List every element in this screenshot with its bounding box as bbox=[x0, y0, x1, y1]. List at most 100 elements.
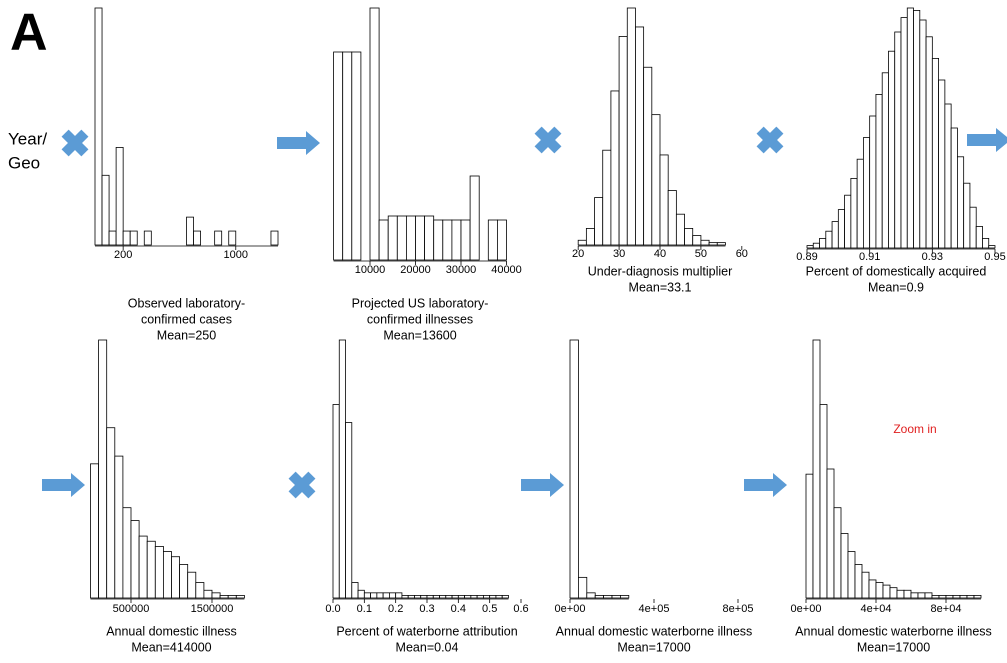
bar bbox=[805, 473, 814, 599]
x-axis-label: Annual domestic illness bbox=[106, 624, 237, 638]
cross bbox=[61, 129, 89, 157]
bar bbox=[840, 533, 849, 599]
bar bbox=[101, 174, 110, 246]
bar bbox=[433, 219, 444, 261]
bar bbox=[708, 242, 718, 246]
bar bbox=[129, 230, 138, 246]
x-axis-label: Under-diagnosis multiplier bbox=[588, 264, 733, 278]
bar bbox=[594, 197, 604, 246]
x-tick-label: 60 bbox=[736, 248, 748, 260]
bar bbox=[856, 158, 864, 249]
bar bbox=[179, 564, 189, 599]
bar bbox=[973, 595, 982, 599]
bar bbox=[944, 103, 952, 249]
bar bbox=[405, 215, 416, 261]
bar bbox=[875, 94, 883, 249]
bar bbox=[122, 507, 132, 599]
bar bbox=[635, 26, 645, 246]
bar bbox=[618, 36, 628, 246]
bar bbox=[439, 595, 447, 599]
bar bbox=[432, 595, 440, 599]
bar bbox=[882, 584, 891, 599]
x-tick-label: 20000 bbox=[400, 264, 431, 276]
bar bbox=[235, 595, 245, 599]
bar bbox=[470, 595, 478, 599]
bar bbox=[115, 147, 124, 246]
x-tick-label: 40 bbox=[654, 248, 666, 260]
bar bbox=[214, 230, 223, 246]
bar bbox=[171, 556, 181, 599]
bar bbox=[651, 114, 661, 246]
x-tick-label: 0.93 bbox=[922, 251, 943, 263]
bar bbox=[975, 225, 983, 249]
bar bbox=[875, 582, 884, 599]
bar bbox=[586, 592, 596, 599]
bar bbox=[945, 595, 954, 599]
bar bbox=[376, 592, 384, 599]
bar bbox=[401, 595, 409, 599]
bar bbox=[146, 540, 156, 599]
bar bbox=[844, 194, 852, 249]
arrow bbox=[744, 473, 787, 497]
arrow bbox=[277, 131, 320, 155]
mean-label: Mean=17000 bbox=[857, 640, 930, 654]
x-tick-label: 0e+00 bbox=[791, 603, 822, 615]
bar bbox=[988, 245, 996, 249]
bar bbox=[414, 595, 422, 599]
bar bbox=[659, 154, 669, 246]
x-tick-label: 8e+04 bbox=[931, 603, 962, 615]
x-tick-label: 1000 bbox=[224, 249, 248, 261]
x-axis-label: confirmed cases bbox=[141, 312, 232, 326]
x-tick-label: 30000 bbox=[446, 264, 477, 276]
x-tick-label: 50 bbox=[695, 248, 707, 260]
bar bbox=[90, 463, 99, 599]
x-tick-label: 4e+04 bbox=[861, 603, 892, 615]
bar bbox=[610, 90, 620, 246]
bar bbox=[143, 230, 152, 246]
bar bbox=[861, 571, 870, 599]
bar bbox=[108, 230, 117, 246]
bar bbox=[837, 209, 845, 249]
bar bbox=[888, 50, 896, 249]
x-tick-label: 0.2 bbox=[388, 603, 403, 615]
mean-label: Mean=17000 bbox=[617, 640, 690, 654]
bar bbox=[950, 127, 958, 249]
bar bbox=[187, 571, 197, 599]
x-tick-label: 0.4 bbox=[451, 603, 466, 615]
x-tick-label: 0.3 bbox=[419, 603, 434, 615]
bar bbox=[812, 339, 821, 599]
x-axis-label: Percent of domestically acquired bbox=[806, 264, 987, 278]
bar bbox=[469, 175, 480, 261]
bar bbox=[825, 230, 833, 249]
bar bbox=[850, 177, 858, 249]
bar bbox=[186, 216, 194, 246]
bar bbox=[620, 595, 630, 599]
bar bbox=[457, 595, 466, 599]
bar bbox=[578, 576, 588, 599]
bar bbox=[847, 551, 856, 599]
bar bbox=[913, 9, 921, 249]
x-tick-label: 8e+05 bbox=[723, 603, 754, 615]
bar bbox=[396, 215, 407, 261]
bar bbox=[925, 36, 933, 249]
bar bbox=[476, 595, 484, 599]
x-tick-label: 40000 bbox=[491, 264, 522, 276]
mean-label: Mean=0.9 bbox=[868, 280, 924, 294]
bar bbox=[675, 213, 685, 246]
cross bbox=[756, 126, 784, 154]
bar bbox=[700, 239, 710, 246]
bar bbox=[963, 182, 971, 249]
bar bbox=[603, 595, 613, 599]
bar bbox=[643, 66, 653, 246]
bar bbox=[154, 546, 164, 599]
bar bbox=[363, 592, 372, 599]
bar bbox=[910, 592, 919, 599]
mean-label: Mean=0.04 bbox=[396, 640, 459, 654]
x-axis-label: Observed laboratory- bbox=[128, 296, 245, 310]
bar bbox=[906, 7, 914, 249]
bar bbox=[332, 404, 340, 599]
bar bbox=[931, 595, 940, 599]
x-tick-label: 10000 bbox=[355, 264, 386, 276]
bar bbox=[924, 592, 933, 599]
bar bbox=[106, 427, 116, 599]
